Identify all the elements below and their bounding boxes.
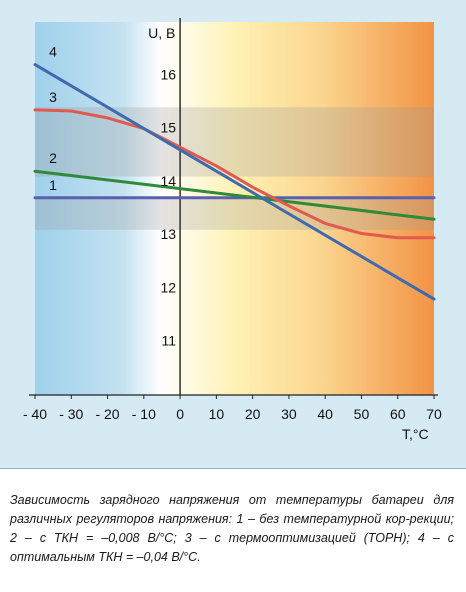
- chart-figure: 11 12 13 14 15 16- 40- 30- 20- 10 0 10 20 30 40 50 6…: [0, 0, 466, 469]
- x-tick-label: 10: [209, 406, 225, 422]
- series-label-4: 4: [49, 44, 57, 60]
- y-tick-label: 16: [161, 66, 177, 82]
- x-tick-label: - 30: [59, 406, 83, 422]
- series-label-3: 3: [49, 89, 57, 105]
- y-axis-label: U, В: [148, 25, 175, 41]
- y-tick-label: 13: [161, 226, 177, 242]
- series-label-1: 1: [49, 177, 57, 193]
- x-tick-label: 50: [354, 406, 370, 422]
- x-tick-label: 30: [281, 406, 297, 422]
- x-tick-label: 60: [390, 406, 406, 422]
- figure-caption: Зависимость зарядного напряжения от темп…: [10, 493, 454, 564]
- y-tick-label: 11: [162, 333, 177, 349]
- x-tick-label: - 10: [132, 406, 156, 422]
- y-tick-label: 14: [161, 173, 177, 189]
- shaded-band-1: [35, 197, 434, 230]
- x-tick-label: 0: [176, 406, 184, 422]
- plot-background: [35, 22, 434, 395]
- x-tick-label: - 40: [23, 406, 47, 422]
- x-tick-label: - 20: [95, 406, 119, 422]
- x-tick-label: 40: [317, 406, 333, 422]
- x-tick-label: 70: [426, 406, 442, 422]
- y-tick-label: 12: [161, 279, 177, 295]
- shaded-band-2: [35, 107, 434, 177]
- series-line-2: [33, 169, 436, 221]
- series-line-4: [33, 63, 436, 301]
- figure-caption-panel: Зависимость зарядного напряжения от темп…: [0, 469, 466, 592]
- x-axis-label: Т,°С: [402, 426, 429, 442]
- y-tick-label: 15: [161, 120, 177, 136]
- series-label-2: 2: [49, 150, 57, 166]
- x-tick-label: 20: [245, 406, 261, 422]
- series-line-3: [33, 108, 436, 240]
